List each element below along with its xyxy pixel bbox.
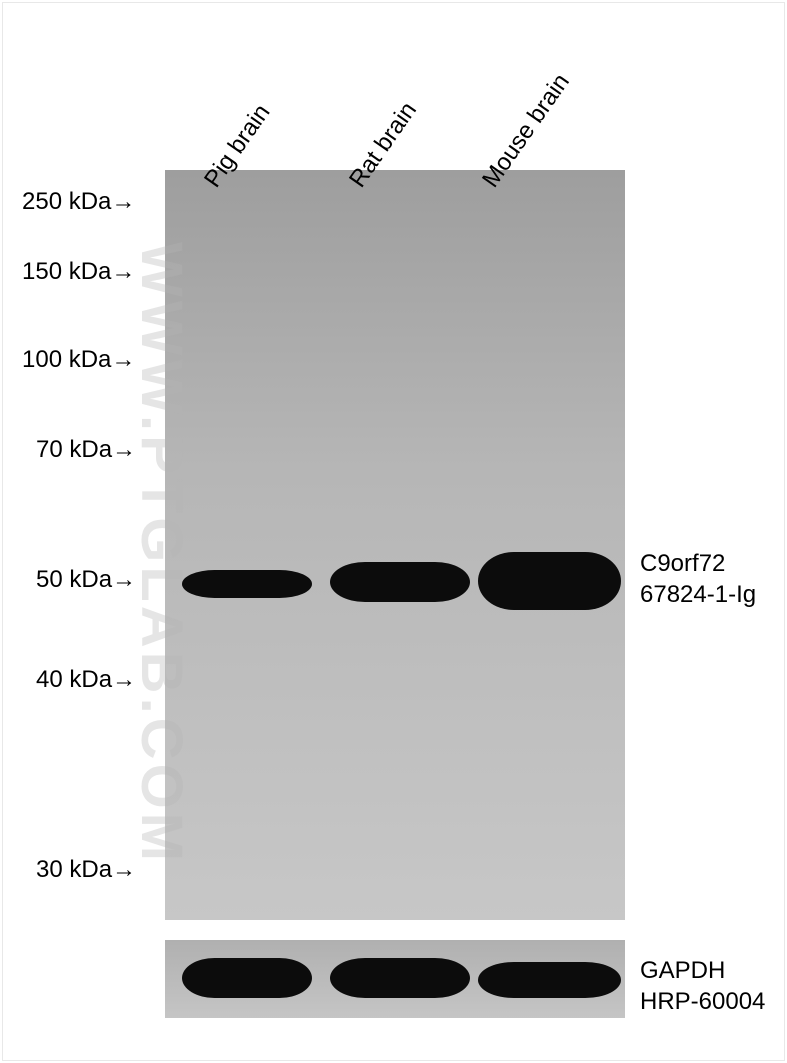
marker-50-text: 50 kDa [36, 566, 112, 593]
marker-arrow-icon: → [112, 666, 136, 693]
marker-arrow-icon: → [112, 436, 136, 463]
marker-150: 150 kDa→ [22, 258, 135, 286]
main-band-lane2 [330, 562, 470, 602]
marker-arrow-icon: → [111, 258, 135, 285]
marker-70-text: 70 kDa [36, 436, 112, 463]
marker-30: 30 kDa→ [36, 856, 136, 884]
control-annotation-line2: HRP-60004 [640, 986, 765, 1017]
marker-250-text: 250 kDa [22, 188, 111, 215]
marker-arrow-icon: → [112, 856, 136, 883]
marker-30-text: 30 kDa [36, 856, 112, 883]
marker-40-text: 40 kDa [36, 666, 112, 693]
marker-arrow-icon: → [111, 188, 135, 215]
lane-label-2: Rat brain [344, 97, 423, 193]
marker-100: 100 kDa→ [22, 346, 135, 374]
marker-arrow-icon: → [111, 346, 135, 373]
main-annotation: C9orf72 67824-1-Ig [640, 548, 756, 610]
marker-50: 50 kDa→ [36, 566, 136, 594]
control-band-lane3 [478, 962, 621, 998]
main-annotation-line1: C9orf72 [640, 548, 756, 579]
marker-100-text: 100 kDa [22, 346, 111, 373]
control-band-lane1 [182, 958, 312, 998]
main-annotation-line2: 67824-1-Ig [640, 579, 756, 610]
control-annotation: GAPDH HRP-60004 [640, 955, 765, 1017]
marker-arrow-icon: → [112, 566, 136, 593]
marker-70: 70 kDa→ [36, 436, 136, 464]
lane-label-1: Pig brain [199, 99, 276, 193]
figure-root: WWW.PTGLAB.COM Pig brain Rat brain Mouse… [0, 0, 787, 1063]
control-band-lane2 [330, 958, 470, 998]
lane-labels-group: Pig brain Rat brain Mouse brain [0, 0, 787, 180]
main-band-lane3 [478, 552, 621, 610]
marker-40: 40 kDa→ [36, 666, 136, 694]
control-annotation-line1: GAPDH [640, 955, 765, 986]
marker-150-text: 150 kDa [22, 258, 111, 285]
marker-250: 250 kDa→ [22, 188, 135, 216]
main-band-lane1 [182, 570, 312, 598]
lane-label-3: Mouse brain [477, 69, 576, 193]
main-blot [165, 170, 625, 920]
